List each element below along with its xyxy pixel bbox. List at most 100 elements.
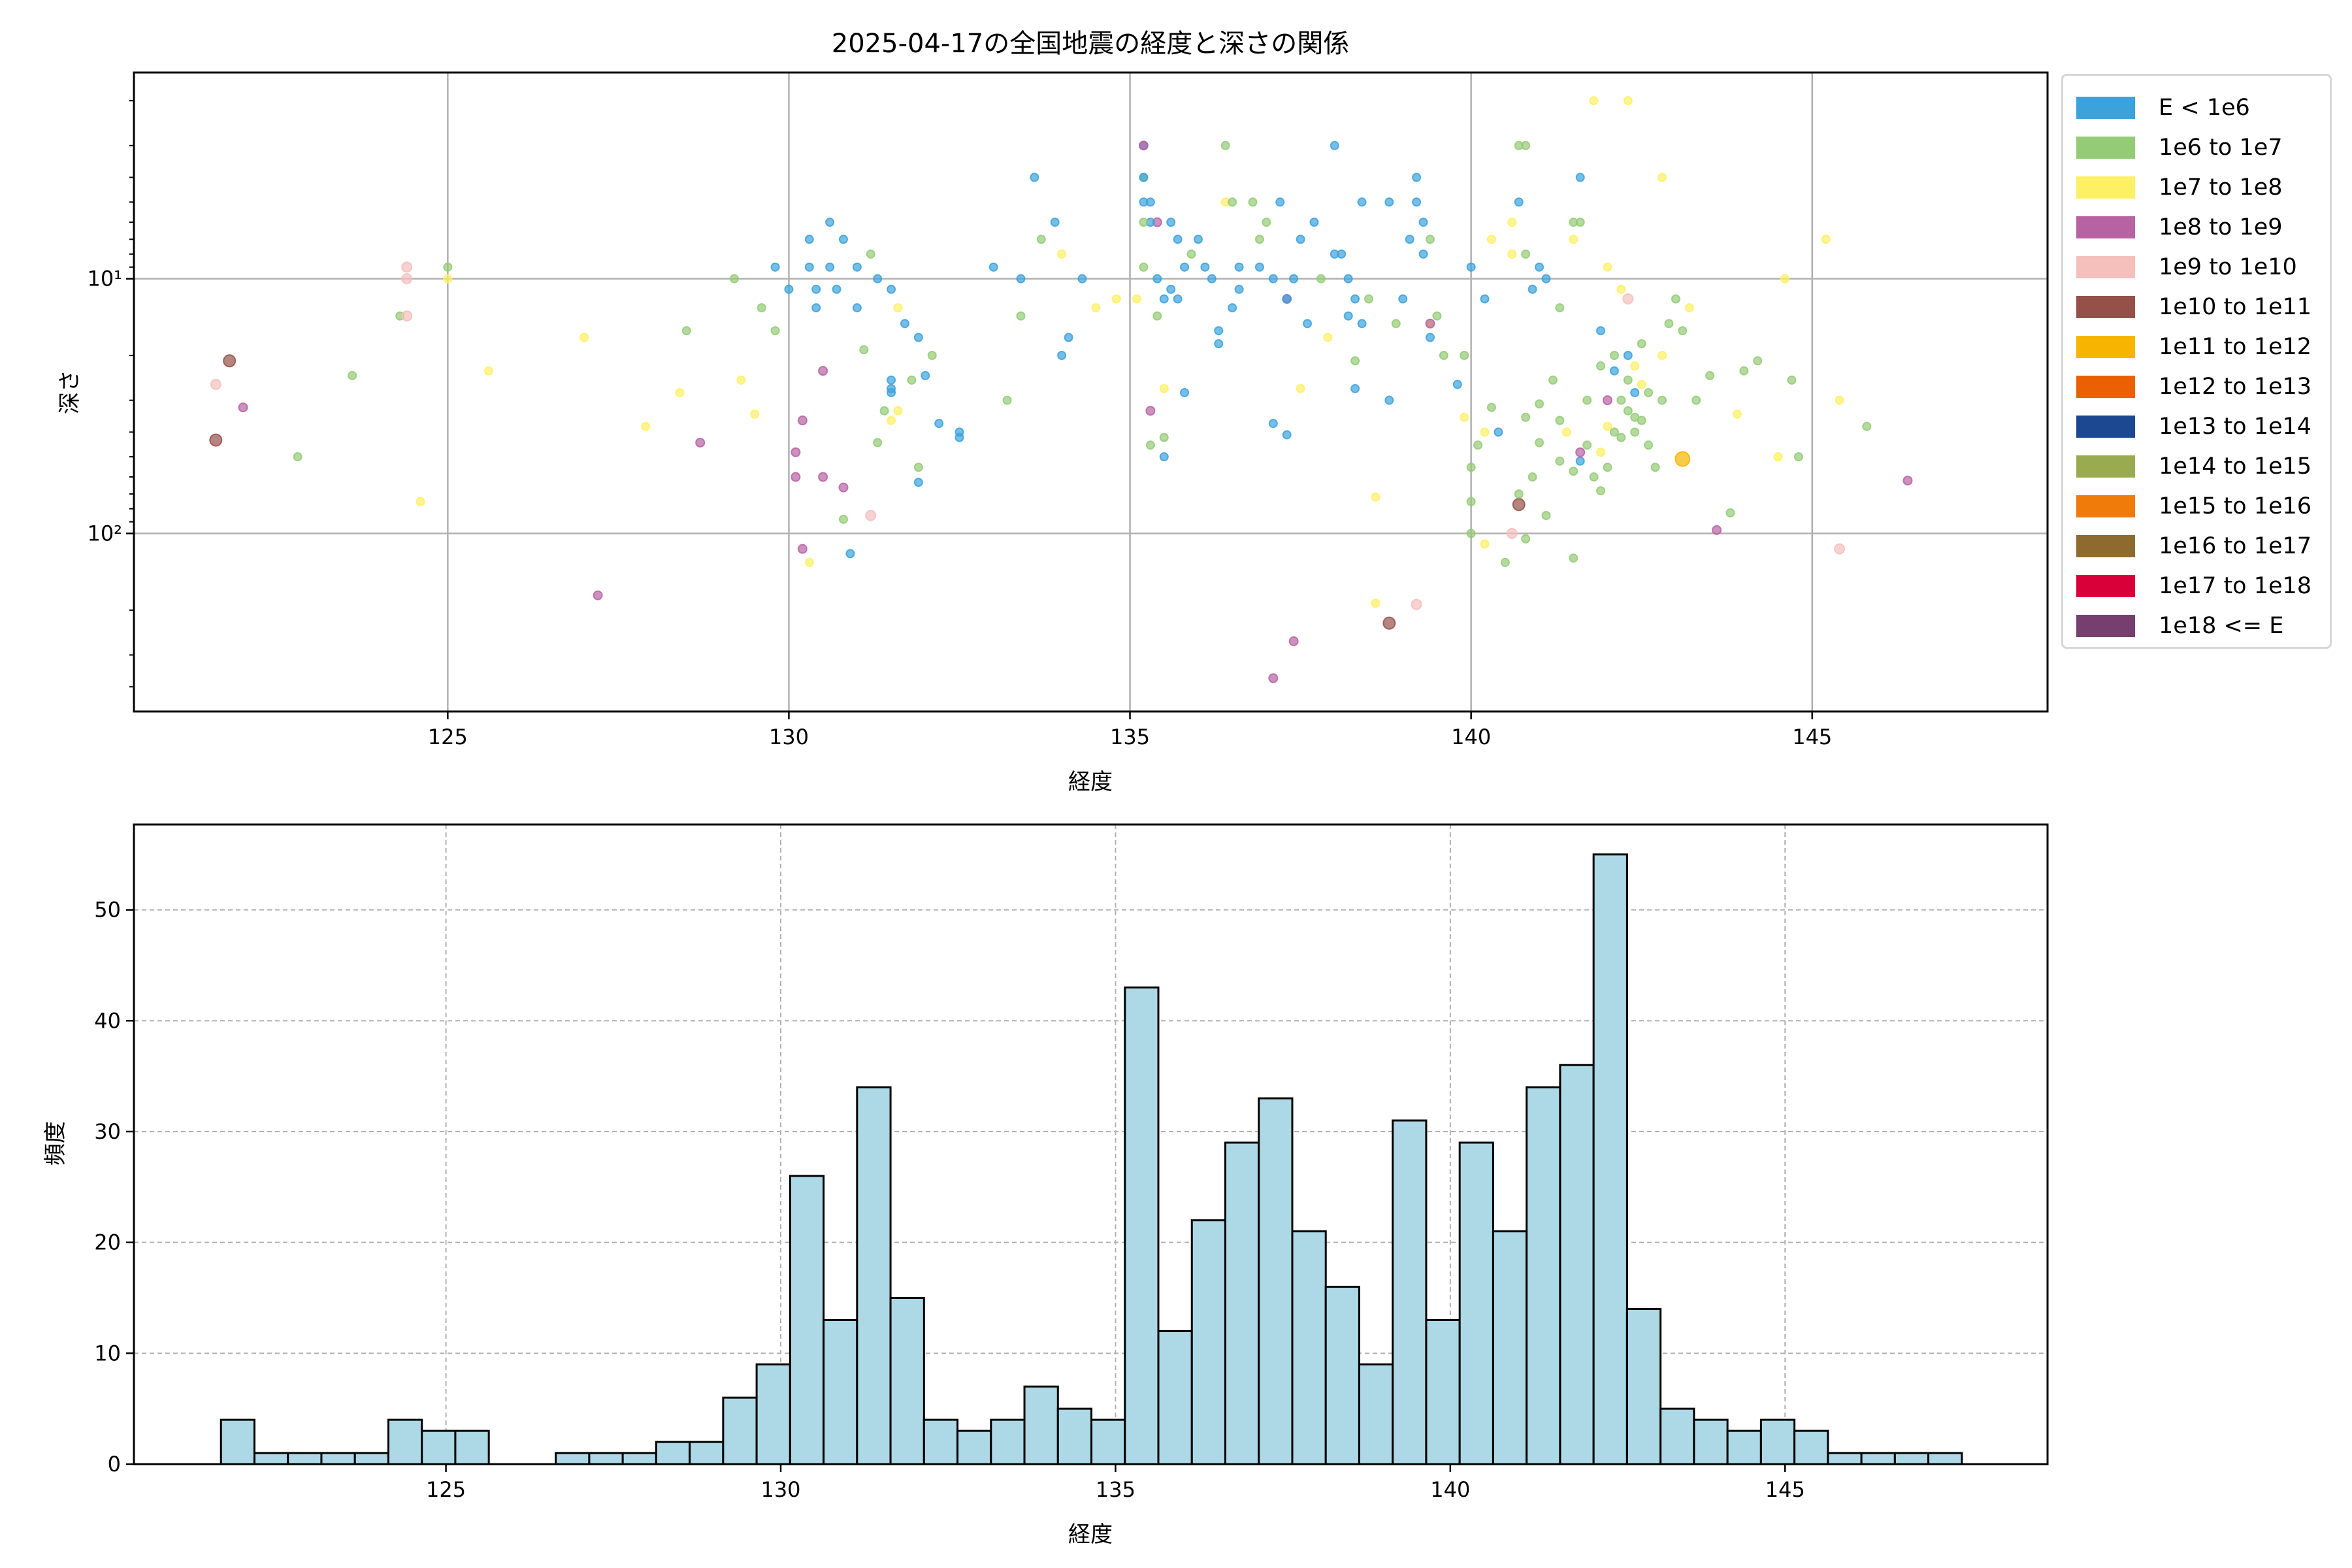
legend-item: 1e6 to 1e7 <box>2076 127 2330 167</box>
scatter-point <box>1214 326 1224 336</box>
scatter-point <box>887 416 896 425</box>
histogram-bar <box>1726 1429 1762 1465</box>
scatter-point <box>1016 274 1026 284</box>
scatter-point <box>1139 172 1149 182</box>
scatter-point <box>1382 616 1396 630</box>
scatter-point <box>913 478 923 487</box>
scatter-point <box>1644 387 1654 397</box>
histogram-bar <box>1190 1219 1226 1465</box>
scatter-point <box>238 402 248 413</box>
histogram-xtick-label: 130 <box>760 1477 800 1502</box>
scatter-point <box>401 261 413 273</box>
scatter-point <box>1466 529 1476 538</box>
scatter-point <box>695 438 706 448</box>
histogram-bar <box>387 1418 423 1465</box>
scatter-point <box>1569 553 1578 563</box>
histogram-bar <box>990 1418 1026 1465</box>
scatter-point <box>1193 235 1203 244</box>
histogram-bar <box>1526 1086 1561 1465</box>
scatter-point <box>900 319 909 329</box>
legend-label: 1e9 to 1e10 <box>2159 253 2297 280</box>
scatter-point <box>1630 387 1640 397</box>
scatter-point <box>1303 319 1313 329</box>
scatter-point <box>223 354 237 368</box>
scatter-point <box>1644 440 1654 450</box>
legend-label: 1e16 to 1e17 <box>2159 532 2312 559</box>
scatter-point <box>1514 489 1524 499</box>
scatter-point <box>729 274 739 284</box>
scatter-point <box>1793 452 1803 462</box>
scatter-point <box>1486 402 1496 412</box>
legend-label: 1e11 to 1e12 <box>2159 333 2312 360</box>
scatter-point <box>838 514 848 524</box>
histogram-xlabel: 経度 <box>1068 1522 1113 1548</box>
scatter-point <box>1637 339 1646 349</box>
scatter-point <box>1623 96 1633 106</box>
scatter-point <box>1678 326 1688 336</box>
histogram-bar <box>1425 1318 1461 1465</box>
scatter-point <box>1159 384 1169 393</box>
histogram-bar <box>353 1452 389 1465</box>
scatter-point <box>1596 448 1606 457</box>
scatter-point <box>887 375 896 385</box>
scatter-point <box>1350 294 1360 304</box>
scatter-point <box>873 438 883 448</box>
scatter-point <box>1316 274 1326 284</box>
scatter-point <box>1527 472 1537 482</box>
scatter-point <box>1486 235 1496 244</box>
scatter-point <box>1506 528 1518 540</box>
scatter-point <box>859 345 869 355</box>
scatter-point <box>1228 197 1237 207</box>
scatter-point <box>955 433 964 442</box>
legend-item: 1e13 to 1e14 <box>2076 406 2330 446</box>
scatter-point <box>1425 318 1435 329</box>
legend-item: 1e15 to 1e16 <box>2076 486 2330 526</box>
scatter-point <box>1630 427 1640 437</box>
histogram-xtick-label: 125 <box>426 1477 466 1502</box>
scatter-point <box>1173 235 1183 244</box>
scatter-point <box>1145 440 1155 450</box>
scatter-point <box>838 482 849 493</box>
scatter-point <box>1521 412 1531 422</box>
scatter-ylabel: 深さ <box>57 370 83 414</box>
scatter-point <box>1357 197 1367 207</box>
histogram-xtick-label: 140 <box>1430 1477 1470 1502</box>
scatter-point <box>1616 284 1626 294</box>
histogram-bar <box>1693 1418 1729 1465</box>
scatter-point <box>1036 235 1046 244</box>
scatter-point <box>1603 262 1612 272</box>
legend: E < 1e6 1e6 to 1e7 1e7 to 1e8 1e8 to 1e9 1e9… <box>2061 74 2332 649</box>
scatter-point <box>1616 433 1626 442</box>
scatter-point <box>641 421 651 431</box>
scatter-point <box>1220 140 1230 150</box>
legend-item: 1e16 to 1e17 <box>2076 526 2330 566</box>
scatter-point <box>1432 311 1442 321</box>
histogram-bar <box>1056 1407 1093 1465</box>
scatter-point <box>1152 274 1162 284</box>
scatter-point <box>1337 249 1347 259</box>
scatter-point <box>1050 218 1060 227</box>
legend-label: 1e18 <= E <box>2159 612 2284 639</box>
histogram-bar <box>1559 1064 1595 1465</box>
histogram-bar <box>755 1363 791 1465</box>
scatter-point <box>770 262 780 272</box>
scatter-point <box>818 366 828 376</box>
scatter-point <box>784 284 794 294</box>
scatter-point <box>1139 218 1149 227</box>
histogram-bar <box>253 1452 289 1465</box>
scatter-point <box>1596 361 1606 371</box>
scatter-point <box>1603 463 1612 472</box>
scatter-point <box>1480 539 1490 549</box>
scatter-xtick-label: 145 <box>1792 725 1832 749</box>
scatter-point <box>1289 274 1299 284</box>
legend-item: 1e14 to 1e15 <box>2076 446 2330 486</box>
scatter-point <box>1535 438 1544 448</box>
scatter-point <box>1159 294 1169 304</box>
scatter-point <box>1541 274 1551 284</box>
histogram-frame <box>133 823 2049 1465</box>
histogram-bar <box>287 1452 323 1465</box>
scatter-point <box>1418 249 1428 259</box>
histogram-bar <box>588 1452 624 1465</box>
scatter-point <box>1077 274 1087 284</box>
histogram-bar <box>1224 1141 1260 1465</box>
